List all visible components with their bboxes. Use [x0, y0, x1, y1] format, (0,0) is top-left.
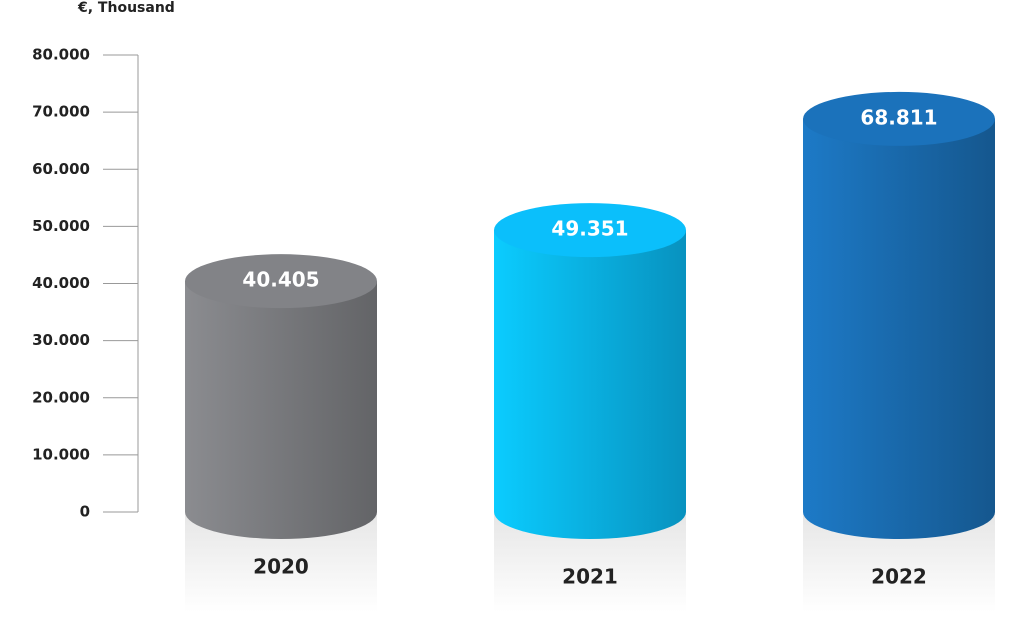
cylinder-body [494, 230, 686, 540]
y-tick-label: 40.000 [32, 274, 90, 292]
x-tick-label: 2020 [253, 555, 309, 579]
cylinder-top [803, 91, 995, 146]
value-label: 68.811 [860, 105, 937, 129]
value-label: 40.405 [242, 268, 319, 292]
cylinder-top [494, 203, 686, 258]
axis-label: €, Thousand [77, 0, 175, 16]
y-tick-label: 10.000 [32, 445, 90, 463]
value-label: 49.351 [551, 217, 628, 241]
y-tick-label: 20.000 [32, 388, 90, 406]
y-tick-label: 50.000 [32, 217, 90, 235]
cylinder-body [185, 281, 377, 539]
y-tick-label: 80.000 [32, 46, 90, 64]
y-tick-label: 0 [80, 503, 90, 521]
bar [185, 254, 377, 539]
cylinder-top [185, 254, 377, 309]
y-tick-label: 70.000 [32, 103, 90, 121]
bar [803, 91, 995, 539]
x-tick-label: 2021 [562, 565, 618, 589]
y-tick-label: 30.000 [32, 331, 90, 349]
x-tick-label: 2022 [871, 565, 927, 589]
bar [494, 203, 686, 540]
cylinder-body [803, 118, 995, 539]
y-tick-label: 60.000 [32, 160, 90, 178]
